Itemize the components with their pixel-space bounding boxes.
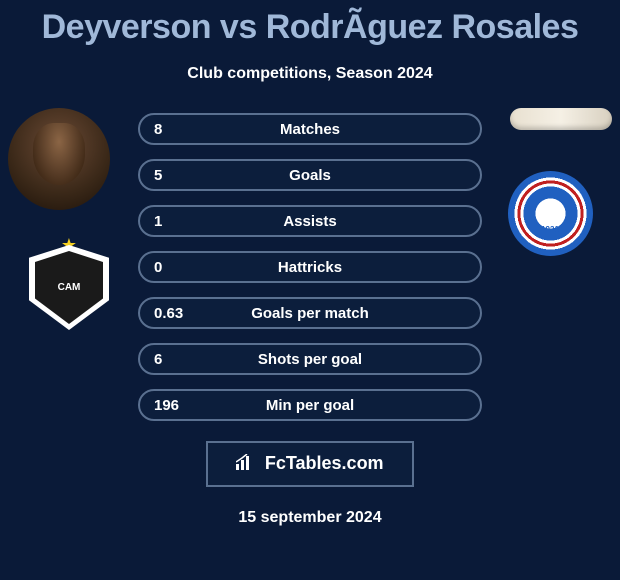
stat-value: 0 bbox=[154, 259, 162, 276]
stat-label: Matches bbox=[140, 121, 480, 138]
club-right-logo bbox=[500, 171, 600, 256]
stat-label: Hattricks bbox=[140, 259, 480, 276]
stat-row: 196 Min per goal bbox=[138, 389, 482, 421]
stat-row: 0.63 Goals per match bbox=[138, 297, 482, 329]
stat-label: Goals per match bbox=[140, 305, 480, 322]
stat-label: Assists bbox=[140, 213, 480, 230]
player-right-photo bbox=[510, 108, 612, 130]
footer-date: 15 september 2024 bbox=[0, 509, 620, 527]
club-left-logo: ★ CAM bbox=[20, 245, 118, 330]
stat-row: 0 Hattricks bbox=[138, 251, 482, 283]
stat-label: Min per goal bbox=[140, 397, 480, 414]
stat-value: 5 bbox=[154, 167, 162, 184]
club-right-badge bbox=[508, 171, 593, 256]
brand-box: FcTables.com bbox=[206, 441, 413, 487]
footer: FcTables.com 15 september 2024 bbox=[0, 441, 620, 527]
stat-row: 1 Assists bbox=[138, 205, 482, 237]
stat-row: 6 Shots per goal bbox=[138, 343, 482, 375]
stat-value: 1 bbox=[154, 213, 162, 230]
stat-value: 8 bbox=[154, 121, 162, 138]
comparison-title: Deyverson vs RodrÃ­guez Rosales bbox=[0, 0, 620, 47]
stat-row: 5 Goals bbox=[138, 159, 482, 191]
stat-row: 8 Matches bbox=[138, 113, 482, 145]
chart-icon bbox=[236, 454, 254, 475]
club-left-text: CAM bbox=[35, 251, 103, 324]
stat-value: 6 bbox=[154, 351, 162, 368]
stats-list: 8 Matches 5 Goals 1 Assists 0 Hattricks … bbox=[138, 113, 482, 435]
stat-label: Shots per goal bbox=[140, 351, 480, 368]
stat-label: Goals bbox=[140, 167, 480, 184]
stat-value: 196 bbox=[154, 397, 179, 414]
comparison-body: ★ CAM 8 Matches 5 Goals 1 Assists 0 Hatt… bbox=[0, 113, 620, 433]
player-left-photo bbox=[8, 108, 110, 210]
comparison-subtitle: Club competitions, Season 2024 bbox=[0, 65, 620, 83]
brand-text: FcTables.com bbox=[265, 453, 384, 473]
stat-value: 0.63 bbox=[154, 305, 183, 322]
